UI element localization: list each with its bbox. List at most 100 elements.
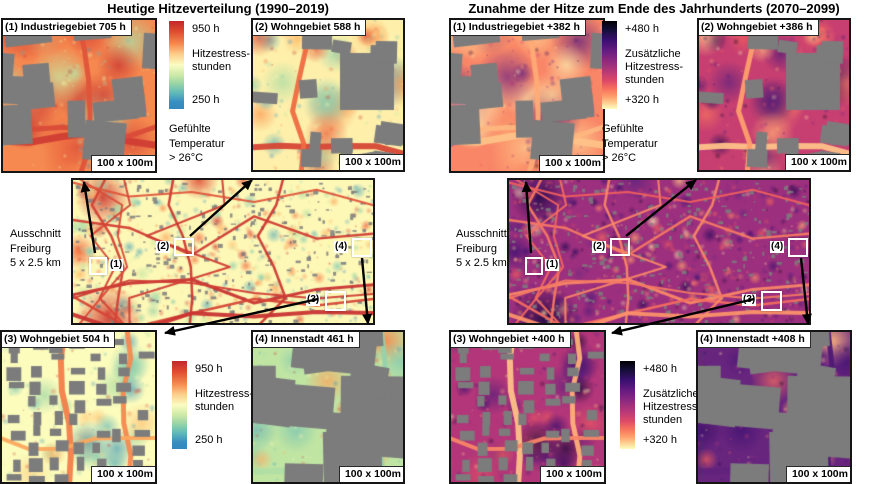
overview-marker-2-box (610, 238, 630, 256)
legend-variable-line: Hitzestress- (643, 401, 702, 413)
legend-min-value: 250 h (195, 434, 223, 446)
legend-variable-line: Zusätzliche (625, 48, 681, 60)
inset-2-wohngebiet-future: (2) Wohngebiet +386 h 100 x 100m (697, 18, 851, 172)
inset-scale-label: 100 x 100m (90, 466, 155, 482)
inset-1-industriegebiet-future: (1) Industriegebiet +382 h 100 x 100m (449, 18, 605, 173)
colorbar-heat-icon (172, 361, 187, 449)
legend-max-value: +480 h (643, 363, 677, 375)
inset-scale-label: 100 x 100m (539, 466, 604, 482)
heatmap-canvas-inset2-today (253, 20, 403, 170)
legend-max-value: 950 h (192, 23, 220, 35)
overview-map-today: (1) (2) (3) (4) (71, 178, 375, 325)
overview-marker-4-box (788, 238, 808, 257)
note-line: Temperatur (169, 137, 225, 150)
overview-marker-2-label: (2) (156, 241, 171, 253)
colorbar-increase-icon (620, 361, 635, 449)
overview-marker-4-box (352, 238, 372, 257)
legend-future-bottom: +480 h Zusätzliche Hitzestress- stunden … (620, 361, 738, 484)
note-line: Temperatur (602, 137, 658, 150)
legend-variable-line: Hitzestress- (192, 48, 251, 60)
note-line: > 26°C (602, 152, 637, 164)
panel-today: Heutige Hitzeverteilung (1990–2019) (1) … (0, 1, 405, 484)
inset-label: (2) Wohngebiet 588 h (253, 20, 367, 36)
note-line: > 26°C (169, 152, 204, 164)
legend-variable-label: Zusätzliche Hitzestress- stunden (643, 388, 701, 427)
inset-2-wohngebiet-today: (2) Wohngebiet 588 h 100 x 100m (251, 18, 405, 172)
heatmap-canvas-inset2-future (699, 20, 849, 170)
overview-marker-4-label: (4) (770, 241, 785, 253)
legend-threshold-note: Gefühlte Temperatur > 26°C (602, 122, 658, 166)
inset-scale-label: 100 x 100m (785, 466, 850, 482)
heatmap-canvas-inset4-today (253, 332, 403, 482)
legend-variable-line: Hitzestress- (625, 61, 684, 73)
legend-max-value: +480 h (625, 23, 659, 35)
overview-marker-2-box (174, 238, 194, 256)
inset-4-innenstadt-today: (4) Innenstadt 461 h 100 x 100m (251, 330, 405, 484)
inset-3-wohngebiet-future: (3) Wohngebiet +400 h 100 x 100m (449, 330, 606, 484)
heatmap-canvas-inset3-today (2, 332, 155, 482)
area-line: Ausschnitt (456, 228, 507, 240)
inset-label: (1) Industriegebiet +382 h (451, 20, 586, 36)
legend-today-bottom: 950 h Hitzestress- stunden 250 h (172, 361, 290, 484)
inset-label: (4) Innenstadt 461 h (253, 332, 360, 348)
legend-variable-line: Zusätzliche (643, 388, 699, 400)
inset-scale-label: 100 x 100m (338, 466, 403, 482)
legend-variable-line: stunden (195, 401, 235, 413)
inset-scale-label: 100 x 100m (538, 155, 603, 171)
inset-3-wohngebiet-today: (3) Wohngebiet 504 h 100 x 100m (0, 330, 157, 484)
inset-1-industriegebiet-today: (1) Industriegebiet 705 h 100 x 100m (1, 18, 157, 173)
panel-today-title: Heutige Hitzeverteilung (1990–2019) (107, 1, 329, 16)
legend-variable-label: Hitzestress- stunden (195, 388, 253, 414)
inset-scale-label: 100 x 100m (784, 154, 849, 170)
legend-variable-line: stunden (625, 74, 665, 86)
inset-label: (3) Wohngebiet 504 h (2, 332, 116, 348)
inset-4-innenstadt-future: (4) Innenstadt +408 h 100 x 100m (696, 330, 852, 484)
overview-marker-3-label: (3) (306, 294, 321, 306)
area-line: Freiburg (456, 242, 497, 255)
heatmap-canvas-inset1-today (3, 20, 155, 171)
overview-marker-3-label: (3) (742, 294, 757, 306)
area-line: Freiburg (10, 242, 51, 255)
overview-marker-1-label: (1) (109, 259, 124, 271)
area-extent-label: Ausschnitt Freiburg 5 x 2.5 km (10, 227, 61, 271)
area-extent-label: Ausschnitt Freiburg 5 x 2.5 km (456, 227, 507, 271)
legend-variable-line: stunden (643, 414, 683, 426)
note-line: Gefühlte (602, 123, 644, 135)
inset-label: (4) Innenstadt +408 h (698, 332, 811, 348)
panel-future: Zunahme der Hitze zum Ende des Jahrhunde… (436, 0, 872, 484)
legend-max-value: 950 h (195, 363, 223, 375)
legend-min-value: +320 h (643, 434, 677, 446)
legend-min-value: +320 h (625, 94, 659, 106)
overview-marker-4-label: (4) (334, 241, 349, 253)
legend-min-value: 250 h (192, 94, 220, 106)
inset-scale-label: 100 x 100m (338, 154, 403, 170)
colorbar-heat-icon (169, 21, 184, 109)
overview-marker-1-box (89, 257, 107, 275)
area-line: 5 x 2.5 km (10, 257, 61, 269)
legend-future-top: +480 h Zusätzliche Hitzestress- stunden … (602, 21, 720, 181)
inset-label: (3) Wohngebiet +400 h (451, 332, 571, 348)
colorbar-increase-icon (602, 21, 617, 109)
overview-marker-3-box (761, 291, 782, 311)
note-line: Gefühlte (169, 123, 211, 135)
panel-future-title: Zunahme der Hitze zum Ende des Jahrhunde… (468, 1, 840, 16)
overview-map-future: (1) (2) (3) (4) (507, 178, 811, 325)
legend-variable-line: Hitzestress- (195, 388, 254, 400)
legend-threshold-note: Gefühlte Temperatur > 26°C (169, 122, 225, 166)
area-line: Ausschnitt (10, 228, 61, 240)
inset-label: (2) Wohngebiet +386 h (699, 20, 819, 36)
overview-marker-3-box (325, 291, 346, 311)
inset-label: (1) Industriegebiet 705 h (3, 20, 132, 36)
overview-marker-1-label: (1) (545, 259, 560, 271)
inset-scale-label: 100 x 100m (90, 155, 155, 171)
legend-variable-label: Hitzestress- stunden (192, 48, 250, 74)
area-line: 5 x 2.5 km (456, 257, 507, 269)
legend-today-top: 950 h Hitzestress- stunden 250 h Gefühlt… (169, 21, 287, 181)
legend-variable-label: Zusätzliche Hitzestress- stunden (625, 48, 683, 87)
overview-marker-1-box (525, 257, 543, 275)
overview-marker-2-label: (2) (592, 241, 607, 253)
heatmap-canvas-inset3-future (451, 332, 604, 482)
legend-variable-line: stunden (192, 61, 232, 73)
heatmap-canvas-inset1-future (451, 20, 603, 171)
